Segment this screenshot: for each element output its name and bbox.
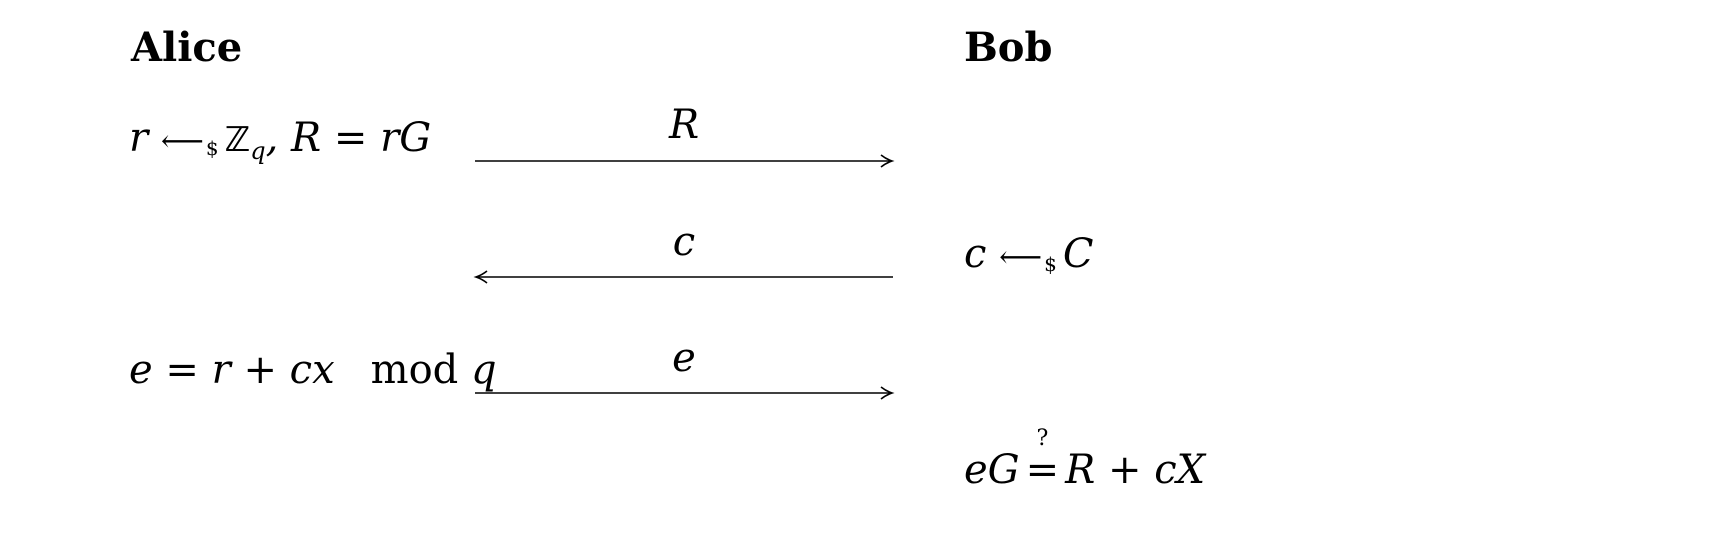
arrow-label-R: R (668, 102, 700, 148)
arrow-right-1 (475, 154, 895, 168)
sample-arrow: ⟵ (999, 240, 1043, 275)
response-expression: e = r + cx (129, 347, 335, 393)
bob-step-verify: eG? = R + cX (964, 428, 1206, 493)
sample-arrow: ⟵ (160, 124, 204, 159)
commit-expression: , R = rG (265, 115, 432, 161)
arrow-label-c: c (672, 219, 696, 265)
arrow-label-e: e (672, 335, 696, 381)
questioned-equals: ? = (1025, 428, 1060, 493)
dollar-sign: $ (205, 136, 219, 160)
question-mark: ? (1036, 426, 1049, 451)
challenge-set-C: C (1062, 231, 1094, 277)
integers-symbol: ℤ (224, 120, 251, 160)
arrow-right-3 (475, 386, 895, 400)
verify-lhs: eG (964, 447, 1020, 493)
alice-step-sample-r: r ⟵ $ ℤq, R = rG (129, 118, 431, 163)
dollar-sign: $ (1044, 252, 1057, 276)
verify-rhs: R + cX (1065, 447, 1206, 493)
equals-sign: = (1025, 447, 1060, 493)
alice-heading: Alice (131, 24, 243, 71)
arrow-left-2 (473, 270, 893, 284)
bob-step-sample-c: c ⟵ $ C (964, 234, 1093, 274)
alice-step-response: e = r + cx mod q (129, 350, 497, 390)
modulus-q: q (471, 347, 497, 393)
bob-heading: Bob (964, 24, 1053, 71)
var-c: c (964, 231, 987, 277)
var-r: r (129, 115, 149, 161)
mod-operator: mod (370, 347, 459, 393)
subscript-q: q (250, 137, 266, 165)
